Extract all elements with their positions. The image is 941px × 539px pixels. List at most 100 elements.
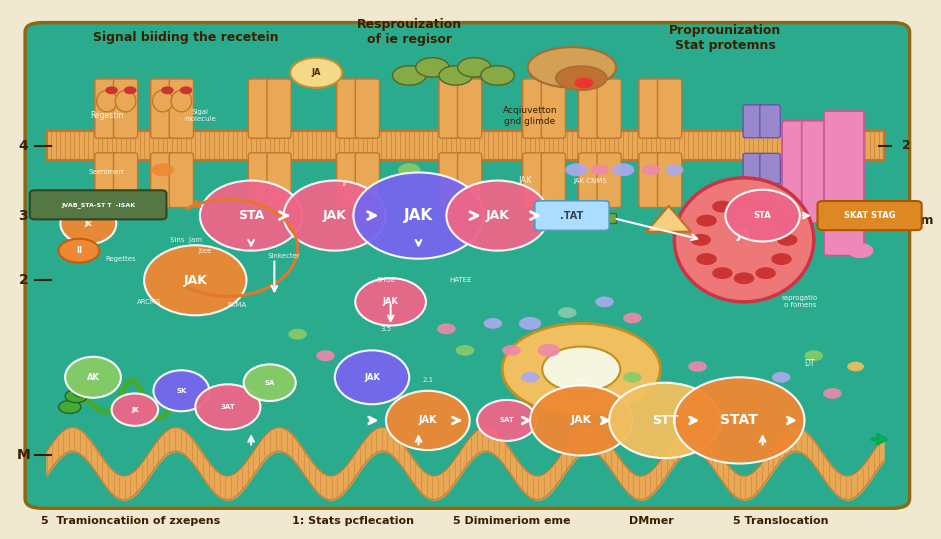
Text: Jtee: Jtee (198, 247, 211, 254)
Ellipse shape (112, 393, 158, 426)
Ellipse shape (354, 172, 484, 259)
Text: HATEE: HATEE (449, 277, 471, 284)
Text: M: M (16, 448, 30, 462)
FancyBboxPatch shape (743, 153, 763, 183)
Text: raprogatio
o fomens: raprogatio o fomens (782, 295, 818, 308)
FancyBboxPatch shape (782, 121, 806, 223)
Circle shape (847, 362, 864, 371)
Text: SKAT STAG: SKAT STAG (844, 211, 896, 220)
FancyBboxPatch shape (824, 111, 864, 255)
Circle shape (566, 163, 588, 176)
Circle shape (416, 58, 449, 77)
Text: 3AT: 3AT (220, 404, 235, 410)
Circle shape (575, 78, 594, 88)
FancyBboxPatch shape (639, 153, 663, 208)
FancyBboxPatch shape (658, 153, 681, 208)
FancyBboxPatch shape (802, 121, 826, 223)
Polygon shape (646, 206, 691, 232)
Ellipse shape (477, 400, 536, 441)
Circle shape (772, 253, 791, 265)
Circle shape (623, 372, 642, 383)
FancyBboxPatch shape (457, 153, 482, 208)
Ellipse shape (446, 181, 549, 251)
Ellipse shape (97, 90, 118, 112)
Circle shape (537, 344, 560, 357)
Text: JAK: JAK (486, 209, 509, 222)
Circle shape (58, 239, 100, 262)
Circle shape (316, 350, 335, 361)
Text: Acqiuvetton
gnd glimde: Acqiuvetton gnd glimde (502, 106, 557, 126)
Ellipse shape (153, 370, 209, 411)
Text: Regettes: Regettes (105, 255, 136, 262)
Text: JAK: JAK (518, 176, 533, 185)
FancyBboxPatch shape (639, 79, 663, 139)
Text: JA: JA (737, 228, 751, 241)
FancyBboxPatch shape (439, 79, 463, 139)
FancyBboxPatch shape (541, 79, 566, 139)
Circle shape (688, 361, 707, 372)
Ellipse shape (528, 47, 616, 87)
Circle shape (124, 87, 136, 94)
Text: JJ: JJ (343, 180, 346, 186)
Circle shape (665, 164, 683, 175)
Text: Seenimerr: Seenimerr (89, 169, 125, 176)
Text: STT: STT (652, 414, 678, 427)
Text: 3: 3 (19, 209, 28, 223)
Circle shape (623, 313, 642, 323)
Text: II: II (86, 246, 91, 255)
Text: STA: STA (754, 211, 772, 220)
Text: JA: JA (311, 68, 321, 77)
FancyBboxPatch shape (30, 190, 167, 219)
Circle shape (288, 329, 307, 340)
Bar (46, 130, 884, 161)
Ellipse shape (675, 377, 805, 464)
Ellipse shape (283, 181, 386, 251)
Circle shape (502, 345, 520, 356)
Text: 1: Stats pcflecation: 1: Stats pcflecation (293, 516, 414, 526)
FancyBboxPatch shape (598, 79, 621, 139)
Text: Sins  Jam: Sins Jam (170, 237, 202, 243)
Text: 4.6: 4.6 (576, 377, 587, 383)
Circle shape (290, 58, 343, 88)
Circle shape (439, 66, 472, 85)
Text: 4: 4 (19, 139, 28, 153)
Text: 2.1: 2.1 (423, 377, 434, 383)
Circle shape (756, 201, 776, 212)
Text: JAK: JAK (323, 209, 346, 222)
Circle shape (772, 372, 790, 383)
Circle shape (518, 317, 541, 330)
Text: prom: prom (898, 215, 934, 227)
Text: STA: STA (238, 209, 264, 222)
Text: SHGE: SHGE (376, 277, 395, 284)
FancyBboxPatch shape (658, 79, 681, 139)
Circle shape (805, 350, 823, 361)
Bar (547, 213, 616, 223)
Text: 2: 2 (19, 273, 28, 287)
FancyBboxPatch shape (248, 153, 273, 208)
Circle shape (696, 215, 717, 226)
FancyBboxPatch shape (248, 79, 273, 139)
Circle shape (481, 66, 515, 85)
Ellipse shape (609, 383, 721, 458)
Circle shape (696, 253, 717, 265)
Ellipse shape (556, 66, 607, 90)
Text: Resprouization
of ie regisor: Resprouization of ie regisor (357, 18, 462, 46)
Text: Sigal
molecule: Sigal molecule (184, 109, 215, 122)
Circle shape (455, 345, 474, 356)
Circle shape (823, 388, 841, 399)
FancyBboxPatch shape (522, 79, 547, 139)
Text: JAK: JAK (570, 416, 592, 425)
Text: JAK: JAK (183, 274, 207, 287)
FancyBboxPatch shape (759, 153, 780, 183)
Text: .TAT: .TAT (560, 211, 583, 220)
Circle shape (484, 318, 502, 329)
Text: JK: JK (131, 406, 138, 413)
FancyBboxPatch shape (818, 201, 921, 230)
Ellipse shape (530, 385, 632, 455)
Circle shape (596, 296, 614, 307)
Ellipse shape (199, 181, 302, 251)
FancyBboxPatch shape (95, 153, 120, 208)
FancyBboxPatch shape (439, 153, 463, 208)
Circle shape (438, 323, 455, 334)
FancyBboxPatch shape (267, 153, 291, 208)
